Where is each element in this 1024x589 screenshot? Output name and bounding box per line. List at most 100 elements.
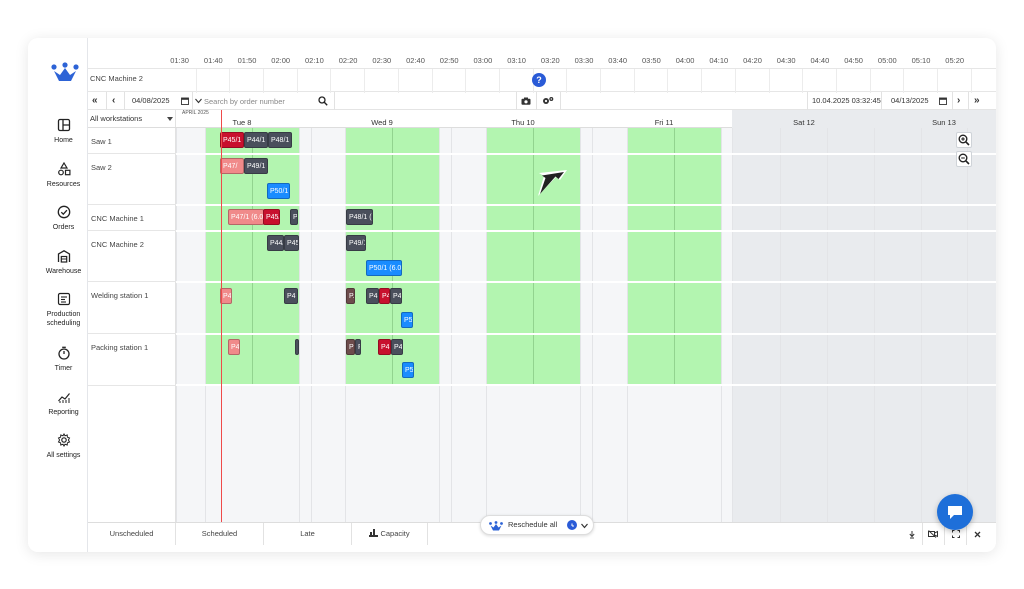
crown-logo-icon[interactable] bbox=[51, 62, 79, 84]
chevron-down-icon[interactable] bbox=[195, 98, 202, 104]
mini-tick bbox=[667, 69, 669, 93]
task-bar[interactable]: P47/ bbox=[220, 158, 244, 174]
sidebar-item-home[interactable]: Home bbox=[28, 118, 99, 145]
mini-tick bbox=[498, 69, 500, 93]
task-bar[interactable]: P bbox=[290, 209, 298, 225]
task-bar[interactable]: P4 bbox=[228, 339, 240, 355]
settings-gears-icon[interactable] bbox=[542, 96, 554, 106]
task-bar[interactable]: P4 bbox=[366, 288, 379, 304]
hour-label: 02:10 bbox=[305, 56, 324, 65]
mini-tick bbox=[701, 69, 703, 93]
workstation-row-packing[interactable]: Packing station 1 bbox=[88, 334, 176, 386]
task-bar[interactable]: P45/ bbox=[263, 209, 280, 225]
grid-line bbox=[486, 128, 487, 522]
clock-icon[interactable] bbox=[567, 520, 577, 530]
shapes-icon bbox=[57, 162, 71, 176]
zoom-out-icon bbox=[958, 153, 970, 165]
search-icon[interactable] bbox=[318, 96, 328, 106]
sidebar-item-all-settings[interactable]: All settings bbox=[28, 433, 99, 460]
task-bar[interactable]: P4 bbox=[390, 288, 402, 304]
tab-late[interactable]: Late bbox=[264, 523, 352, 545]
day-label: Fri 11 bbox=[654, 118, 674, 127]
zoom-in-button[interactable] bbox=[956, 132, 972, 148]
next-icon[interactable]: › bbox=[957, 95, 961, 106]
export-icon[interactable] bbox=[908, 530, 916, 539]
sidebar-item-timer[interactable]: Timer bbox=[28, 346, 99, 373]
sidebar-item-label: Home bbox=[54, 137, 73, 144]
workstation-filter-select[interactable]: All workstations bbox=[88, 110, 176, 128]
grid-line bbox=[721, 128, 722, 522]
sidebar-item-label: scheduling bbox=[46, 320, 81, 327]
hour-label: 05:10 bbox=[911, 56, 931, 65]
chevron-down-icon[interactable] bbox=[581, 523, 588, 529]
fullscreen-icon[interactable] bbox=[952, 530, 960, 538]
mini-tick bbox=[937, 69, 938, 93]
day-label: Sun 13 bbox=[932, 118, 956, 127]
grid-line bbox=[780, 128, 781, 522]
grid-line bbox=[176, 128, 177, 522]
task-bar[interactable]: P4 bbox=[220, 288, 232, 304]
workstation-label: Packing station 1 bbox=[91, 343, 149, 352]
task-bar[interactable]: P4 bbox=[378, 339, 391, 355]
task-bar[interactable]: P44/1 bbox=[244, 132, 268, 148]
order-search-input[interactable] bbox=[204, 94, 334, 108]
help-icon[interactable]: ? bbox=[532, 73, 546, 87]
sidebar-item-orders[interactable]: Orders bbox=[28, 205, 99, 232]
camera-icon[interactable] bbox=[521, 97, 531, 105]
task-bar[interactable]: P5 bbox=[402, 362, 414, 378]
sidebar-item-reporting[interactable]: Reporting bbox=[28, 390, 99, 417]
workstation-row-cnc-2[interactable]: CNC Machine 2 bbox=[88, 231, 176, 282]
task-bar[interactable]: P48/1 bbox=[268, 132, 292, 148]
mini-tick bbox=[633, 69, 635, 93]
workstation-row-saw-2[interactable]: Saw 2 bbox=[88, 154, 176, 205]
calendar-icon[interactable] bbox=[181, 97, 189, 105]
sidebar-item-production-scheduling[interactable]: Production scheduling bbox=[28, 287, 99, 328]
jump-last-icon[interactable]: » bbox=[974, 95, 980, 106]
jump-first-icon[interactable]: « bbox=[92, 95, 98, 106]
sidebar-item-resources[interactable]: Resources bbox=[28, 162, 99, 189]
task-bar[interactable]: P49/1 bbox=[346, 235, 366, 251]
sidebar-item-warehouse[interactable]: Warehouse bbox=[28, 249, 99, 276]
task-bar[interactable]: P49/1 bbox=[244, 158, 268, 174]
reschedule-all-control[interactable]: Reschedule all bbox=[480, 515, 594, 535]
hour-label: 02:00 bbox=[271, 56, 291, 65]
task-bar[interactable]: P50/1 bbox=[267, 183, 290, 199]
workstation-row-cnc-1[interactable]: CNC Machine 1 bbox=[88, 205, 176, 231]
task-bar[interactable]: P4 bbox=[391, 339, 403, 355]
task-bar[interactable]: P. bbox=[346, 288, 355, 304]
task-bar[interactable]: P44/ bbox=[267, 235, 284, 251]
workstation-row-welding[interactable]: Welding station 1 bbox=[88, 282, 176, 334]
task-bar[interactable]: P47/1 (6.0 bbox=[228, 209, 264, 225]
zoom-out-button[interactable] bbox=[956, 151, 972, 167]
workstation-row-saw-1[interactable]: Saw 1 bbox=[88, 128, 176, 154]
weekend-shade bbox=[732, 128, 996, 522]
task-bar[interactable]: P45 bbox=[284, 235, 299, 251]
task-bar[interactable]: P5 bbox=[401, 312, 413, 328]
task-bar[interactable]: P45/1 bbox=[220, 132, 244, 148]
tab-scheduled[interactable]: Scheduled bbox=[176, 523, 264, 545]
layout-icon bbox=[57, 118, 70, 132]
chat-button[interactable] bbox=[937, 494, 973, 530]
mini-tick bbox=[229, 69, 231, 93]
calendar-icon[interactable] bbox=[939, 97, 947, 105]
task-bar[interactable]: P50/1 (6.0 bbox=[366, 260, 402, 276]
sidebar-item-label: Warehouse bbox=[45, 268, 82, 275]
task-bar[interactable]: P bbox=[346, 339, 355, 355]
end-date-field[interactable]: 04/13/2025 bbox=[891, 96, 929, 105]
grid-line bbox=[580, 128, 581, 522]
task-bar[interactable]: P4 bbox=[284, 288, 298, 304]
video-off-icon[interactable] bbox=[928, 530, 938, 538]
tab-capacity[interactable]: Capacity bbox=[352, 523, 428, 545]
close-icon[interactable] bbox=[974, 531, 981, 538]
row-separator bbox=[176, 333, 996, 335]
task-bar[interactable]: P4 bbox=[379, 288, 390, 304]
start-date-field[interactable]: 04/08/2025 bbox=[132, 96, 170, 105]
task-bar[interactable]: P4 bbox=[355, 339, 361, 355]
task-bar[interactable]: P. bbox=[295, 339, 299, 355]
prev-icon[interactable]: ‹ bbox=[112, 95, 116, 106]
tab-label: Unscheduled bbox=[109, 529, 154, 538]
workstation-filter-value: All workstations bbox=[90, 114, 143, 123]
hour-label: 05:20 bbox=[945, 56, 965, 65]
tab-unscheduled[interactable]: Unscheduled bbox=[88, 523, 176, 545]
task-bar[interactable]: P48/1 ( bbox=[346, 209, 373, 225]
